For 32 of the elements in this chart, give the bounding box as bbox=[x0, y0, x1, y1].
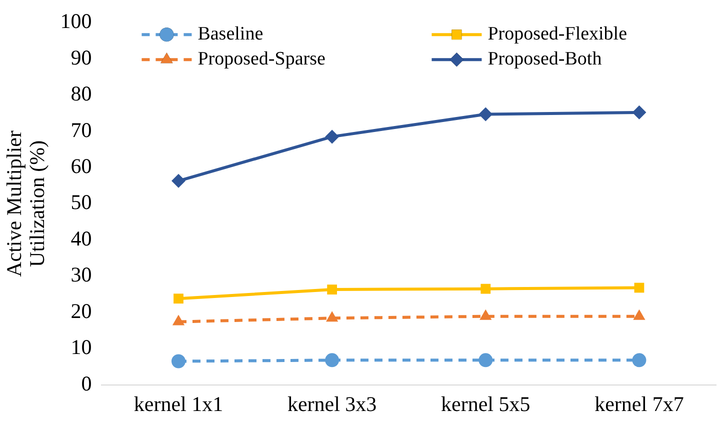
point bbox=[480, 284, 491, 294]
y-tick-label: 100 bbox=[60, 9, 92, 34]
point bbox=[327, 284, 338, 294]
y-axis-title: Active Multiplier Utilization (%) bbox=[2, 130, 50, 277]
x-tick-label: kernel 1x1 bbox=[134, 392, 224, 416]
legend-label: Proposed-Flexible bbox=[488, 24, 628, 45]
x-tick-label: kernel 3x3 bbox=[287, 392, 377, 416]
point bbox=[632, 105, 646, 120]
y-tick-label: 80 bbox=[70, 82, 92, 106]
y-tick-label: 60 bbox=[70, 154, 92, 178]
y-tick-label: 0 bbox=[81, 371, 92, 396]
point bbox=[632, 353, 646, 368]
legend-label: Proposed-Sparse bbox=[198, 48, 326, 70]
y-tick-label: 20 bbox=[70, 298, 92, 323]
point bbox=[174, 294, 184, 304]
point bbox=[171, 354, 186, 368]
legend-label: Proposed-Both bbox=[488, 48, 602, 70]
legend-label: Baseline bbox=[198, 24, 264, 45]
y-tick-label: 30 bbox=[70, 262, 92, 287]
y-tick-label: 70 bbox=[70, 118, 92, 142]
point bbox=[634, 282, 644, 293]
x-tick-label: kernel 5x5 bbox=[441, 392, 530, 416]
point bbox=[478, 107, 493, 122]
point bbox=[325, 130, 340, 144]
x-tick-label: kernel 7x7 bbox=[594, 392, 684, 416]
y-tick-label: 90 bbox=[70, 45, 92, 70]
point bbox=[325, 353, 340, 368]
point bbox=[171, 174, 186, 188]
point bbox=[478, 353, 493, 368]
y-tick-label: 10 bbox=[70, 335, 92, 360]
y-tick-label: 40 bbox=[70, 226, 92, 250]
y-tick-label: 50 bbox=[70, 190, 92, 214]
